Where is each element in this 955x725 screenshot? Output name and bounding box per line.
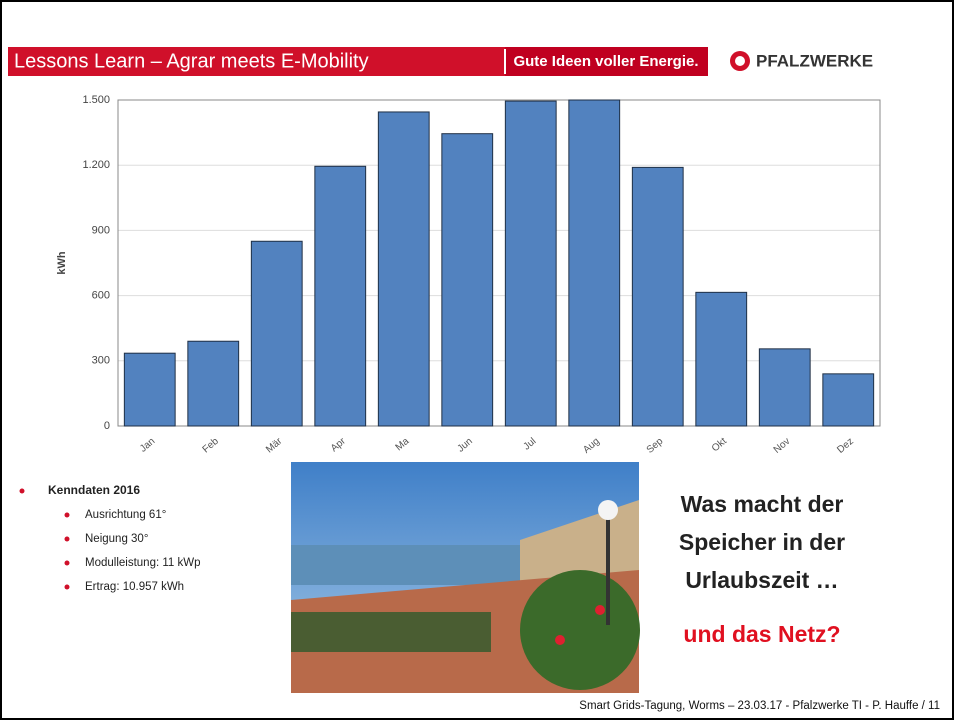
- bullet-item: Ertrag: 10.957 kWh: [85, 581, 184, 593]
- page: Lessons Learn – Agrar meets E-Mobility G…: [0, 0, 955, 725]
- bullet-dot: [65, 561, 70, 566]
- bar: [188, 341, 239, 426]
- bar: [569, 100, 620, 426]
- slide: Lessons Learn – Agrar meets E-Mobility G…: [0, 0, 955, 720]
- answer: und das Netz?: [683, 621, 840, 647]
- bar: [251, 241, 302, 426]
- bar: [632, 167, 683, 426]
- bullet-heading: Kenndaten 2016: [48, 483, 140, 497]
- logo-icon-inner: [735, 56, 745, 66]
- bullet-dot: [65, 585, 70, 590]
- bar: [823, 374, 874, 426]
- bullet-item: Ausrichtung 61°: [85, 509, 166, 521]
- bullet-dot: [20, 489, 25, 494]
- photo-lamp: [606, 515, 610, 625]
- photo-flower: [595, 605, 605, 615]
- logo-text: PFALZWERKE: [756, 51, 873, 70]
- y-tick-label: 600: [92, 290, 110, 302]
- question-line: Urlaubszeit …: [685, 567, 838, 593]
- y-tick-label: 300: [92, 355, 110, 367]
- question-line: Speicher in der: [679, 529, 845, 555]
- slogan: Gute Ideen voller Energie.: [513, 53, 698, 70]
- photo-flower: [555, 635, 565, 645]
- y-axis-label: kWh: [56, 251, 68, 275]
- y-tick-label: 1.200: [82, 159, 110, 171]
- bar: [696, 292, 747, 426]
- question-line: Was macht der: [681, 491, 844, 517]
- bar: [124, 353, 175, 426]
- footer: Smart Grids-Tagung, Worms – 23.03.17 - P…: [579, 700, 940, 712]
- bullet-item: Neigung 30°: [85, 533, 148, 545]
- photo: [291, 462, 640, 693]
- photo-plants: [291, 612, 491, 652]
- y-tick-label: 0: [104, 420, 110, 432]
- bar: [378, 112, 429, 426]
- bullet-item: Modulleistung: 11 kWp: [85, 557, 200, 569]
- bar: [759, 349, 810, 426]
- bar: [315, 166, 366, 426]
- bar: [505, 101, 556, 426]
- photo-flowers: [520, 570, 640, 690]
- bullet-dot: [65, 513, 70, 518]
- bar: [442, 134, 493, 426]
- y-tick-label: 1.500: [82, 94, 110, 106]
- y-tick-label: 900: [92, 224, 110, 236]
- bullet-dot: [65, 537, 70, 542]
- slide-title: Lessons Learn – Agrar meets E-Mobility: [14, 50, 369, 72]
- photo-lamp-globe: [598, 500, 618, 520]
